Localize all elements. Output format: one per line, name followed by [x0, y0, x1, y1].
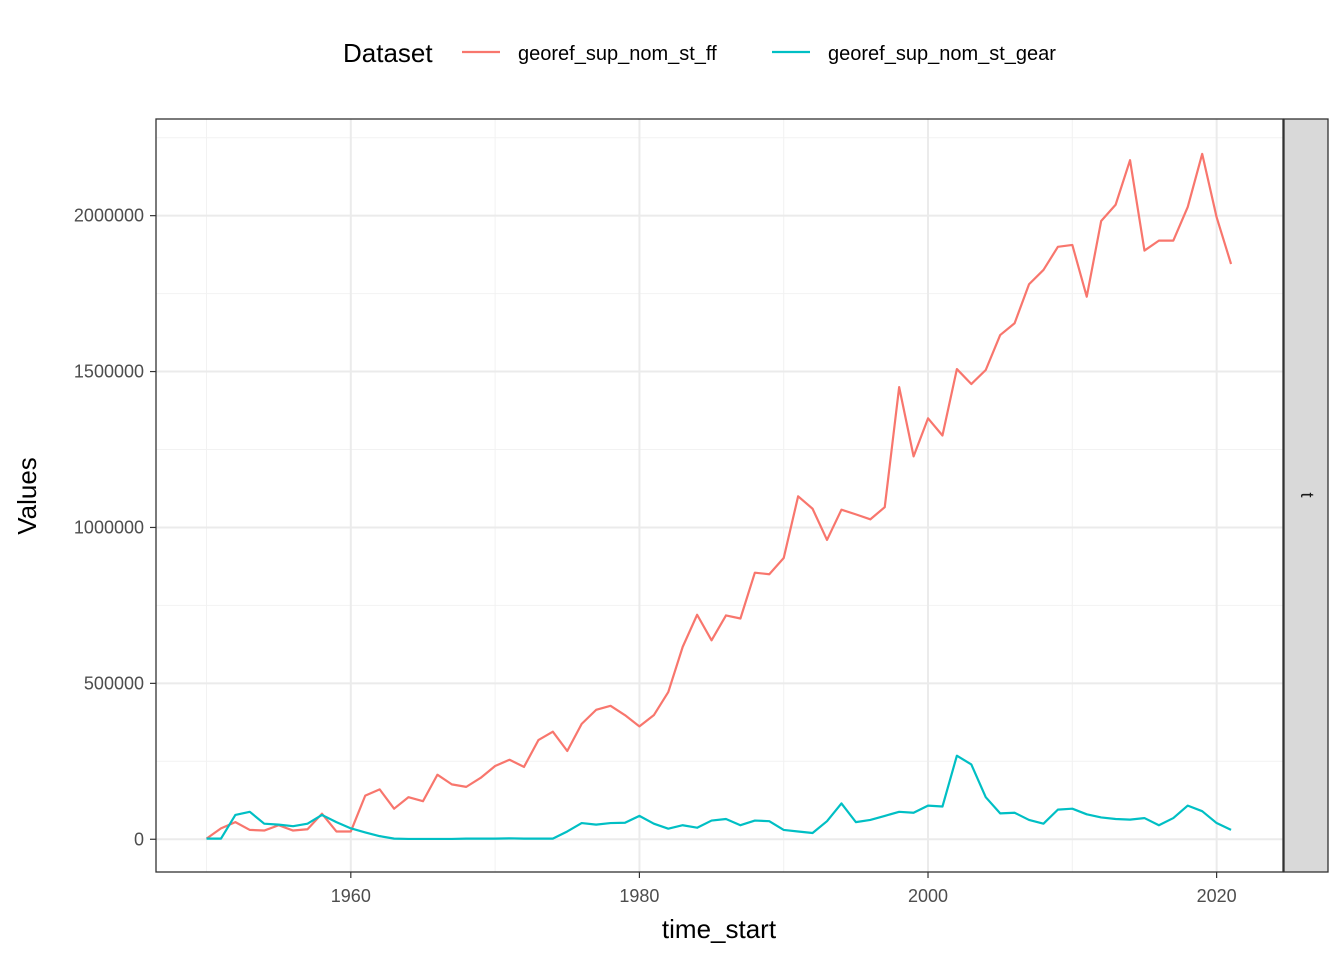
y-tick-label: 1000000 [74, 517, 144, 537]
x-tick-label: 1980 [619, 886, 659, 906]
series-line-2 [206, 754, 1232, 841]
legend: Dataset georef_sup_nom_st_ff georef_sup_… [343, 38, 1056, 68]
legend-label-series-2: georef_sup_nom_st_gear [828, 43, 1056, 65]
x-tick-label: 1960 [331, 886, 371, 906]
facet-strip: t [1283, 118, 1329, 873]
y-axis: 0 500000 1000000 1500000 2000000 [74, 206, 156, 849]
major-gridlines [156, 119, 1283, 872]
x-axis-title: time_start [662, 914, 777, 944]
facet-strip-label: t [1297, 492, 1317, 497]
y-tick-label: 2000000 [74, 206, 144, 226]
y-axis-title: Values [12, 457, 42, 535]
plot-panel [155, 118, 1284, 873]
x-tick-label: 2000 [908, 886, 948, 906]
legend-label-series-1: georef_sup_nom_st_ff [518, 43, 717, 65]
panel-border [155, 118, 1284, 873]
series-line-1 [205, 152, 1233, 840]
legend-title: Dataset [343, 38, 433, 68]
y-tick-label: 1500000 [74, 362, 144, 382]
x-axis: 1960 1980 2000 2020 [331, 872, 1237, 906]
series-lines [205, 152, 1233, 841]
y-tick-label: 500000 [84, 673, 144, 693]
facet-strip-background [1283, 118, 1329, 873]
minor-gridlines [156, 119, 1283, 872]
y-tick-label: 0 [134, 829, 144, 849]
panel-background [156, 119, 1283, 872]
x-tick-label: 2020 [1197, 886, 1237, 906]
